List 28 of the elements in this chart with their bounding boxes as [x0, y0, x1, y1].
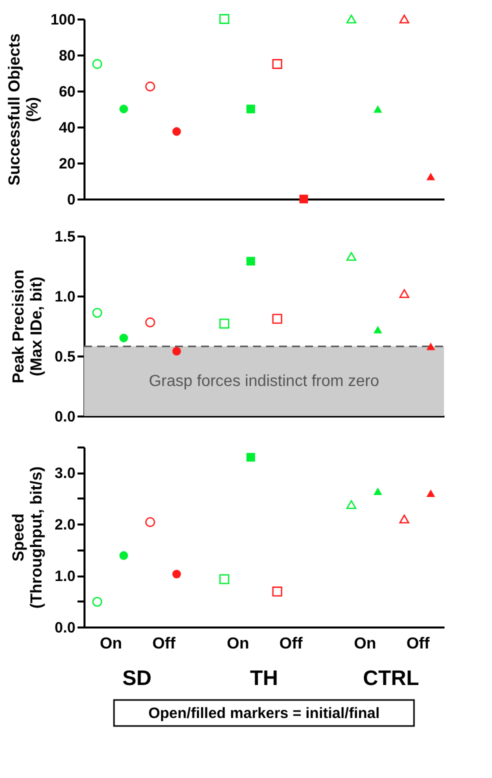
y-tick-label: 40: [58, 120, 76, 136]
y-tick-label: 1.0: [54, 568, 76, 586]
x-tick-label: On: [354, 636, 376, 652]
y-tick-label: 0.0: [54, 408, 76, 426]
text: Open/filled markers = initial/final: [148, 705, 380, 722]
y-tick-label: 0: [67, 192, 76, 208]
y-tick-label: 20: [58, 156, 76, 172]
y-tick-label: 80: [58, 48, 76, 64]
x-tick-label: On: [226, 636, 250, 652]
text: SD: [122, 667, 152, 690]
x-tick-label: On: [100, 636, 122, 652]
y-axis-title: Peak Precision (Max IDe, bit): [10, 270, 46, 384]
y-axis-title: Speed (Throughput, bit/s): [10, 466, 46, 609]
y-tick-label: 0.5: [54, 348, 76, 366]
x-tick-label: Off: [279, 636, 304, 652]
y-tick-label: 100: [50, 12, 76, 28]
band-label: Grasp forces indistinct from zero: [148, 373, 380, 390]
x-tick-label: Off: [406, 636, 430, 652]
y-axis-title: Successfull Objects (%): [6, 33, 42, 186]
y-tick-label: 3.0: [54, 465, 76, 482]
y-tick-label: 0.0: [54, 620, 76, 636]
y-tick-label: 1.5: [54, 228, 76, 246]
y-tick-label: 1.0: [54, 288, 76, 306]
x-tick-label: Off: [152, 636, 176, 652]
text: TH: [250, 667, 278, 690]
text: CTRL: [363, 667, 420, 690]
y-tick-label: 60: [58, 84, 76, 100]
y-tick-label: 2.0: [54, 516, 76, 534]
